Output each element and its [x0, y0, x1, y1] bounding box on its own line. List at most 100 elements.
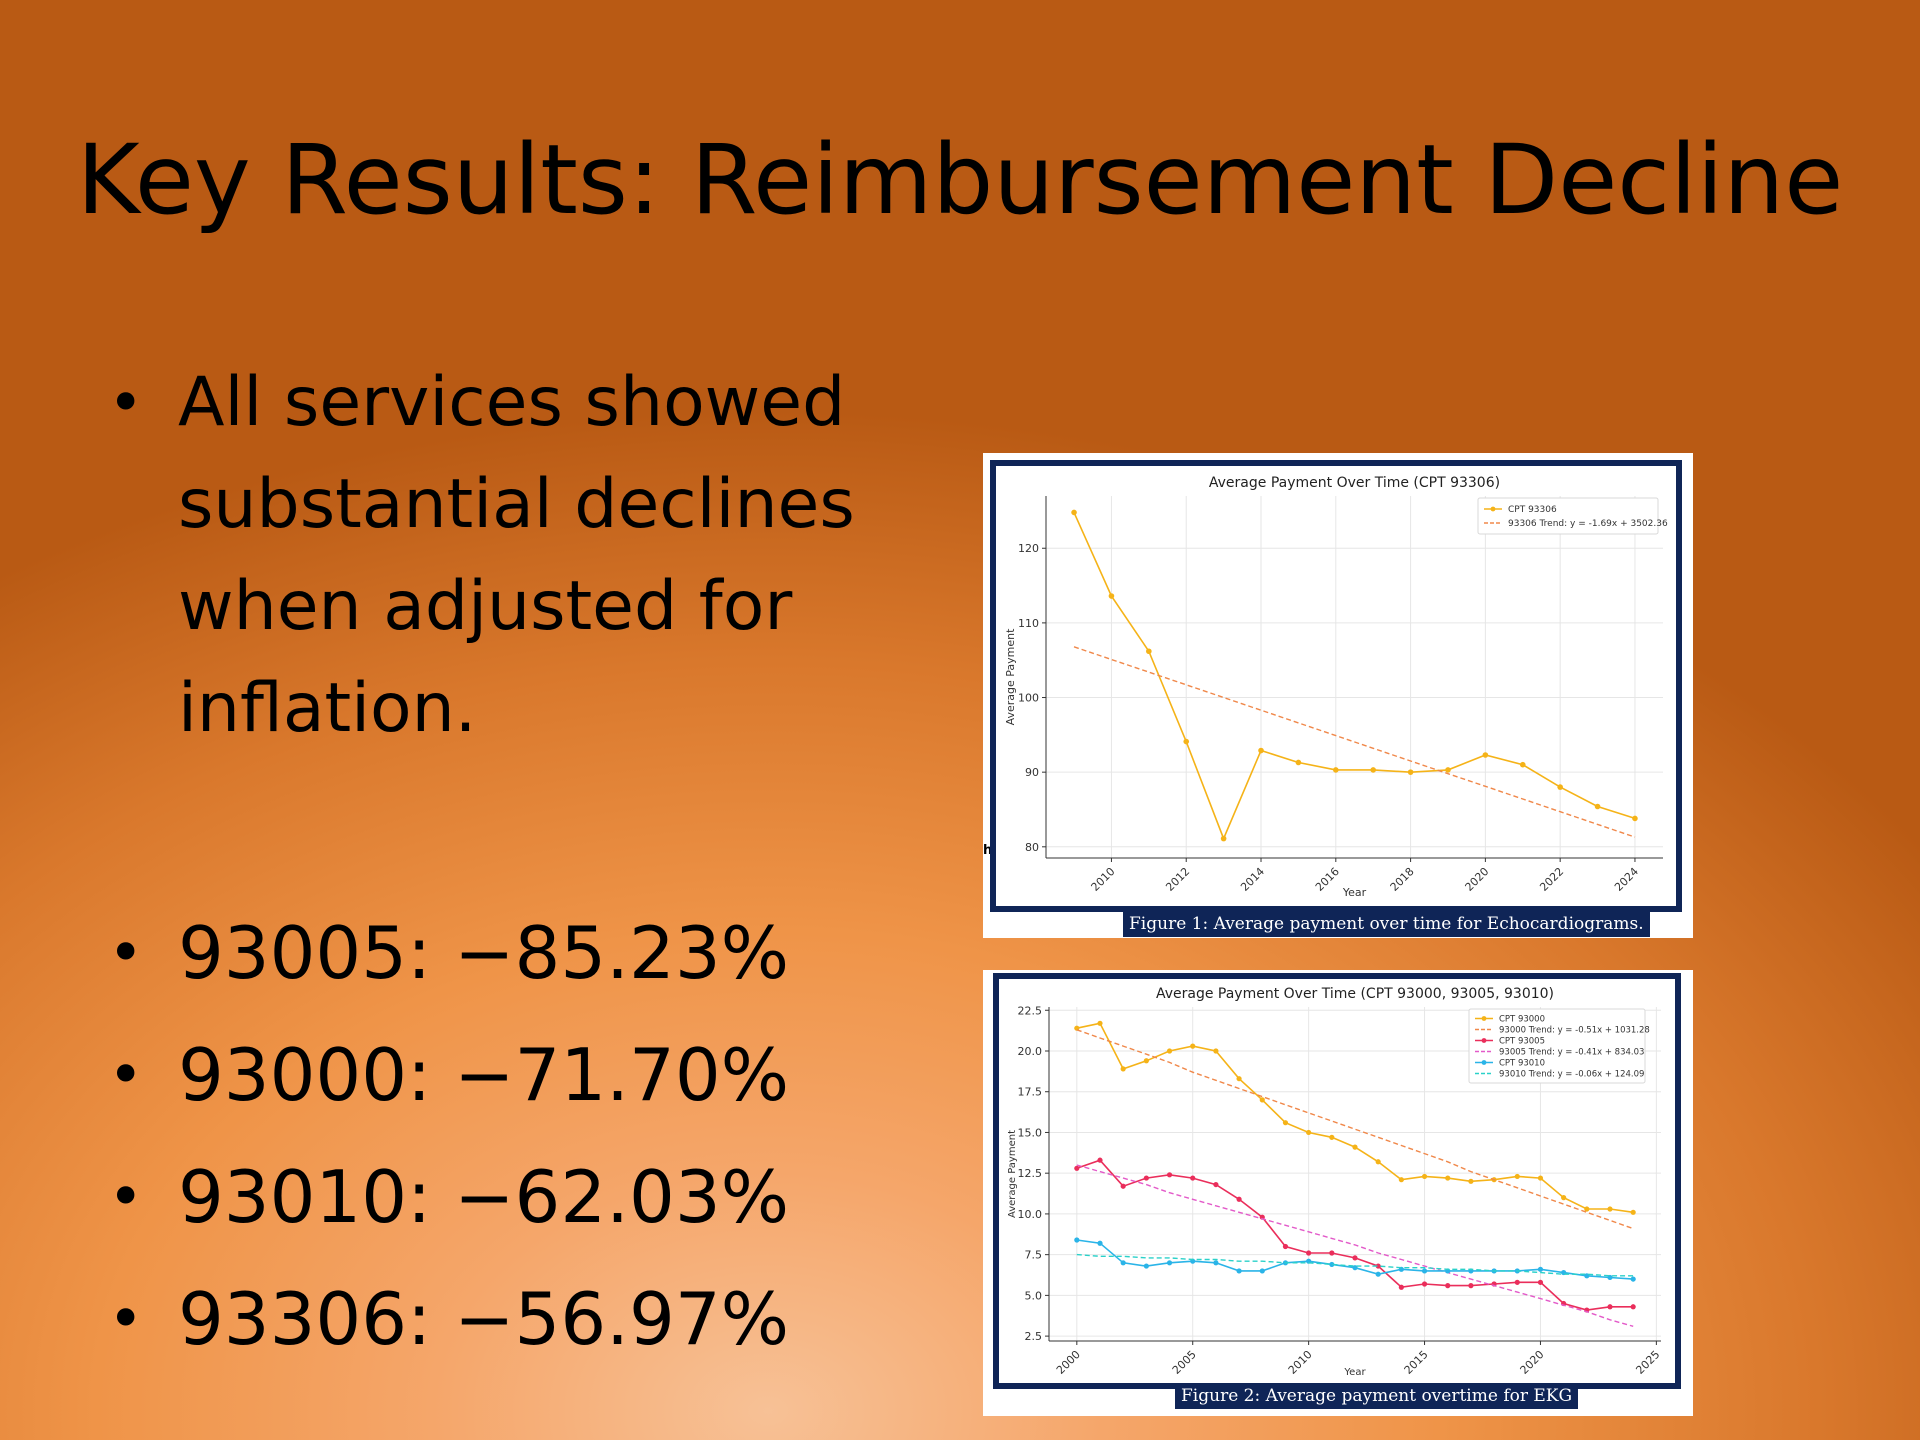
figure-2-frame: Average Payment Over Time (CPT 93000, 93…: [993, 973, 1681, 1389]
data-point-cpt-93010: [1120, 1260, 1126, 1266]
legend-label: CPT 93005: [1499, 1037, 1545, 1047]
data-point-cpt-93005: [1352, 1255, 1358, 1261]
data-point-cpt-93010: [1097, 1240, 1103, 1246]
y-tick-label: 2.5: [1025, 1330, 1043, 1343]
data-point-cpt-93306: [1370, 767, 1376, 773]
x-axis-label: Year: [1343, 1367, 1366, 1378]
data-point-cpt-93000: [1514, 1173, 1520, 1180]
stat-item: • 93010: −62.03%: [100, 1136, 1800, 1258]
data-point-cpt-93005: [1143, 1175, 1149, 1181]
legend-label: 93005 Trend: y = -0.41x + 834.03: [1499, 1048, 1644, 1058]
figure-1-frame: Average Payment Over Time (CPT 93306) 80 9…: [990, 460, 1682, 912]
bullet-dot-icon: •: [108, 1040, 144, 1110]
legend-label: 93306 Trend: y = -1.69x + 3502.36: [1508, 519, 1668, 529]
data-point-cpt-93000: [1375, 1159, 1381, 1165]
y-tick-label: 90: [1025, 766, 1039, 779]
data-point-cpt-93000: [1306, 1129, 1312, 1136]
data-point-cpt-93010: [1074, 1237, 1080, 1243]
data-point-cpt-93000: [1352, 1144, 1358, 1150]
stat-item: • 93000: −71.70%: [100, 1014, 1800, 1136]
data-point-cpt-93000: [1236, 1076, 1242, 1082]
data-point-cpt-93005: [1074, 1165, 1080, 1171]
data-point-cpt-93005: [1468, 1283, 1474, 1289]
bullet-item: • All services showed substantial declin…: [100, 352, 1878, 760]
stat-item: • 93005: −85.23%: [100, 892, 1800, 1014]
data-point-cpt-93005: [1398, 1284, 1404, 1290]
data-point-cpt-93000: [1398, 1177, 1404, 1183]
legend-marker: [1481, 1016, 1487, 1021]
stray-glyph: h: [983, 843, 993, 858]
data-point-cpt-93000: [1166, 1048, 1173, 1054]
data-point-cpt-93005: [1213, 1181, 1219, 1188]
data-point-cpt-93005: [1120, 1183, 1126, 1189]
data-point-cpt-93005: [1630, 1304, 1636, 1310]
y-tick-label: 110: [1018, 617, 1039, 630]
slide-title: Key Results: Reimbursement Decline: [76, 124, 1844, 236]
legend-marker: [1481, 1060, 1487, 1065]
data-point-cpt-93000: [1537, 1175, 1544, 1181]
chart-title: Average Payment Over Time (CPT 93306): [1209, 475, 1500, 491]
data-point-cpt-93000: [1213, 1048, 1219, 1054]
data-point-cpt-93000: [1421, 1173, 1428, 1180]
data-point-cpt-93010: [1259, 1268, 1265, 1274]
data-point-cpt-93306: [1220, 835, 1227, 842]
data-point-cpt-93000: [1282, 1120, 1289, 1126]
legend-marker: [1481, 1038, 1487, 1043]
y-tick-label: 10.0: [1018, 1208, 1043, 1221]
data-point-cpt-93306: [1333, 767, 1339, 773]
data-point-cpt-93010: [1143, 1263, 1149, 1269]
data-point-cpt-93005: [1282, 1243, 1289, 1250]
data-point-cpt-93005: [1537, 1279, 1544, 1285]
y-axis-label: Average Payment: [1004, 628, 1017, 726]
data-point-cpt-93005: [1190, 1175, 1196, 1181]
data-point-cpt-93010: [1537, 1266, 1544, 1272]
y-tick-label: 12.5: [1018, 1167, 1043, 1180]
y-tick-label: 100: [1018, 692, 1039, 705]
series-line-93010-trend-y-0-06x-124-09: [1076, 1253, 1634, 1277]
x-axis-label: Year: [1342, 886, 1367, 899]
chart-title: Average Payment Over Time (CPT 93000, 93…: [1156, 986, 1554, 1002]
y-axis-label: Average Payment: [1007, 1130, 1018, 1218]
data-point-cpt-93010: [1630, 1276, 1636, 1282]
y-tick-label: 5.0: [1025, 1289, 1043, 1302]
data-point-cpt-93000: [1143, 1058, 1149, 1064]
y-tick-label: 15.0: [1018, 1126, 1043, 1139]
legend-label: CPT 93010: [1499, 1059, 1545, 1069]
y-tick-label: 80: [1025, 841, 1039, 854]
data-point-cpt-93005: [1445, 1283, 1451, 1289]
legend-label: CPT 93306: [1508, 505, 1557, 515]
series-line-93306-trend-y-1-69x-3502-36: [1073, 646, 1636, 838]
chart-ekg: Average Payment Over Time (CPT 93000, 93…: [999, 979, 1675, 1383]
data-point-cpt-93000: [1607, 1206, 1613, 1212]
bullet-dot-icon: •: [108, 1162, 144, 1232]
data-point-cpt-93005: [1329, 1250, 1335, 1256]
data-point-cpt-93306: [1407, 769, 1414, 775]
figure-2: Average Payment Over Time (CPT 93000, 93…: [983, 970, 1693, 1416]
bullet-dot-icon: •: [108, 918, 144, 988]
data-point-cpt-93306: [1108, 593, 1115, 599]
data-point-cpt-93005: [1306, 1250, 1312, 1256]
data-point-cpt-93000: [1329, 1134, 1335, 1140]
data-point-cpt-93005: [1514, 1279, 1520, 1285]
series-line-93000-trend-y-0-51x-1031-28: [1076, 1029, 1634, 1230]
data-point-cpt-93005: [1607, 1304, 1613, 1310]
data-point-cpt-93010: [1166, 1260, 1173, 1266]
bullet-dot-icon: •: [108, 368, 144, 438]
data-point-cpt-93005: [1097, 1157, 1103, 1163]
legend-box: [1477, 497, 1659, 535]
legend-label: 93010 Trend: y = -0.06x + 124.09: [1499, 1070, 1644, 1080]
bullet-list: • All services showed substantial declin…: [100, 352, 1800, 1380]
data-point-cpt-93000: [1259, 1097, 1265, 1103]
chart-93306: Average Payment Over Time (CPT 93306) 80 9…: [996, 466, 1676, 906]
data-point-cpt-93306: [1594, 803, 1601, 810]
data-point-cpt-93010: [1213, 1260, 1219, 1266]
data-point-cpt-93000: [1445, 1175, 1451, 1181]
y-tick-label: 17.5: [1018, 1086, 1043, 1099]
data-point-cpt-93010: [1421, 1268, 1428, 1274]
y-tick-label: 120: [1018, 542, 1039, 555]
stat-item: • 93306: −56.97%: [100, 1258, 1800, 1380]
y-tick-label: 22.5: [1018, 1004, 1043, 1017]
data-point-cpt-93010: [1236, 1268, 1242, 1274]
data-point-cpt-93306: [1482, 752, 1489, 758]
figure-2-caption: Figure 2: Average payment overtime for E…: [1175, 1383, 1579, 1409]
